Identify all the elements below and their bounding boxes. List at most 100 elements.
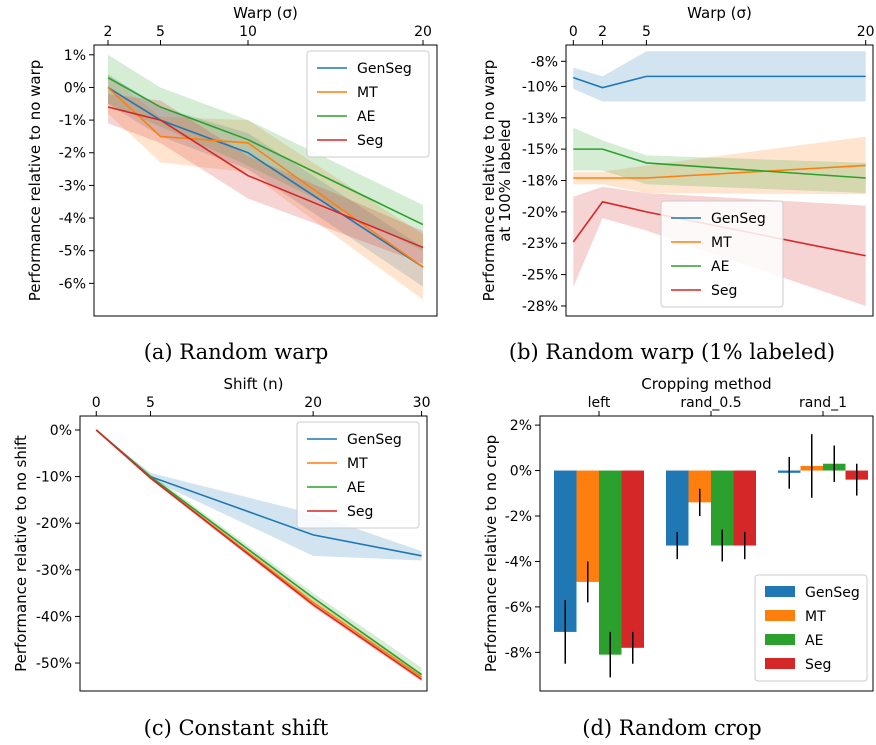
legend-label: MT: [805, 609, 826, 625]
legend-label: AE: [711, 259, 729, 275]
series-line: [573, 148, 866, 179]
y-tick-label: 1%: [64, 48, 86, 64]
caption-a: (a) Random warp: [144, 340, 329, 364]
legend-label: MT: [711, 235, 732, 251]
panel-random-warp-1pct: 0 2 5 20 Warp (σ) -8% -10% -13% -15% -18% -20% -23%…: [480, 4, 875, 317]
y-tick-label: -10%: [36, 470, 72, 486]
x-tick-label: 2: [104, 24, 113, 40]
y-axis-label: Performance relative to no crop: [482, 435, 500, 672]
y-tick-label: -15%: [522, 142, 558, 158]
x-axis-label: Warp (σ): [233, 4, 298, 22]
legend-box: [660, 200, 784, 308]
legend-label: GenSeg: [347, 432, 402, 448]
y-axis-label: Performance relative to no shift: [12, 435, 30, 672]
panel-constant-shift: 0 5 20 30 Shift (n) 0% -10% -20% -30% -40% -50% Per…: [12, 375, 431, 692]
legend-label: MT: [357, 85, 378, 101]
bar: [554, 470, 577, 632]
y-tick-label: -23%: [522, 236, 558, 252]
legend-swatch: [765, 658, 795, 669]
confidence-band: [108, 74, 423, 287]
plot-frame: [539, 415, 874, 692]
y-tick-label: -3%: [59, 178, 86, 194]
legend-label: MT: [347, 456, 368, 472]
y-tick-label: -28%: [522, 299, 558, 315]
series-line: [573, 75, 866, 89]
y-axis-label: Performance relative to no warp: [26, 60, 44, 302]
x-axis-label: Shift (n): [223, 375, 283, 393]
x-axis-label: Cropping method: [641, 375, 771, 393]
y-tick-label: -2%: [59, 146, 86, 162]
series-line: [107, 86, 424, 268]
caption-d: (d) Random crop: [582, 716, 761, 740]
bar: [733, 470, 756, 546]
y-tick-label: -13%: [522, 111, 558, 127]
y-axis-label-line2: at 100% labeled: [496, 119, 514, 242]
plot-frame: [93, 44, 438, 317]
legend-label: Seg: [357, 133, 383, 149]
y-tick-label: 0%: [510, 464, 532, 480]
y-tick-label: 0%: [64, 80, 86, 96]
series-line: [95, 429, 423, 681]
legend-label: GenSeg: [711, 211, 766, 227]
bar: [576, 470, 599, 582]
caption-c: (c) Constant shift: [144, 716, 329, 740]
confidence-band: [573, 127, 866, 194]
x-tick-label: rand_0.5: [680, 395, 741, 411]
y-tick-label: 0%: [50, 423, 72, 439]
legend-label: GenSeg: [357, 61, 412, 77]
y-tick-label: -6%: [505, 600, 532, 616]
x-tick-label: 5: [642, 24, 651, 40]
legend-swatch: [765, 586, 795, 597]
series-line: [573, 164, 866, 179]
y-tick-label: -50%: [36, 656, 72, 672]
bar: [599, 470, 622, 655]
legend-box: [754, 574, 868, 682]
x-tick-label: 10: [239, 24, 257, 40]
y-tick-label: -8%: [531, 54, 558, 70]
x-tick-label: 5: [156, 24, 165, 40]
x-tick-label: 30: [413, 395, 431, 411]
y-tick-label: -25%: [522, 268, 558, 284]
x-tick-label: 5: [146, 395, 155, 411]
bar: [688, 470, 711, 503]
confidence-band: [96, 429, 422, 681]
series-line: [107, 106, 424, 249]
legend-label: AE: [805, 633, 823, 649]
caption-b: (b) Random warp (1% labeled): [509, 340, 835, 364]
x-tick-label: 2: [598, 24, 607, 40]
x-tick-label: left: [588, 395, 611, 411]
legend-label: Seg: [347, 504, 373, 520]
panel-random-warp: 2 5 10 20 Warp (σ) 1% 0% -1% -2% -3% -4% -5% -6% Perf…: [26, 4, 438, 317]
legend-label: GenSeg: [805, 585, 860, 601]
y-tick-label: -4%: [59, 211, 86, 227]
y-tick-label: -1%: [59, 113, 86, 129]
y-tick-label: -6%: [59, 276, 86, 292]
panel-random-crop: left rand_0.5 rand_1 Cropping method 2% 0% -2%…: [482, 375, 874, 692]
y-tick-label: -2%: [505, 509, 532, 525]
x-tick-label: 20: [304, 395, 322, 411]
y-axis-label: Performance relative to no warp: [480, 60, 498, 302]
confidence-band: [573, 136, 866, 195]
y-tick-label: -4%: [505, 554, 532, 570]
x-tick-label: 20: [414, 24, 432, 40]
y-tick-label: -30%: [36, 563, 72, 579]
bar: [666, 470, 689, 546]
legend-label: Seg: [711, 283, 737, 299]
x-tick-label: 0: [92, 395, 101, 411]
legend-box: [296, 421, 420, 529]
bar: [711, 470, 734, 546]
legend-label: Seg: [805, 657, 831, 673]
confidence-band: [108, 54, 423, 251]
bar: [621, 470, 644, 648]
legend-box: [306, 50, 430, 158]
series-line: [107, 76, 424, 226]
y-tick-label: -18%: [522, 174, 558, 190]
legend-swatch: [765, 634, 795, 645]
y-tick-label: -8%: [505, 645, 532, 661]
x-tick-label: rand_1: [799, 395, 847, 411]
y-tick-label: -20%: [522, 205, 558, 221]
series-line: [107, 86, 424, 268]
y-tick-label: -10%: [522, 79, 558, 95]
y-tick-label: 2%: [510, 418, 532, 434]
plot-frame: [79, 415, 428, 692]
